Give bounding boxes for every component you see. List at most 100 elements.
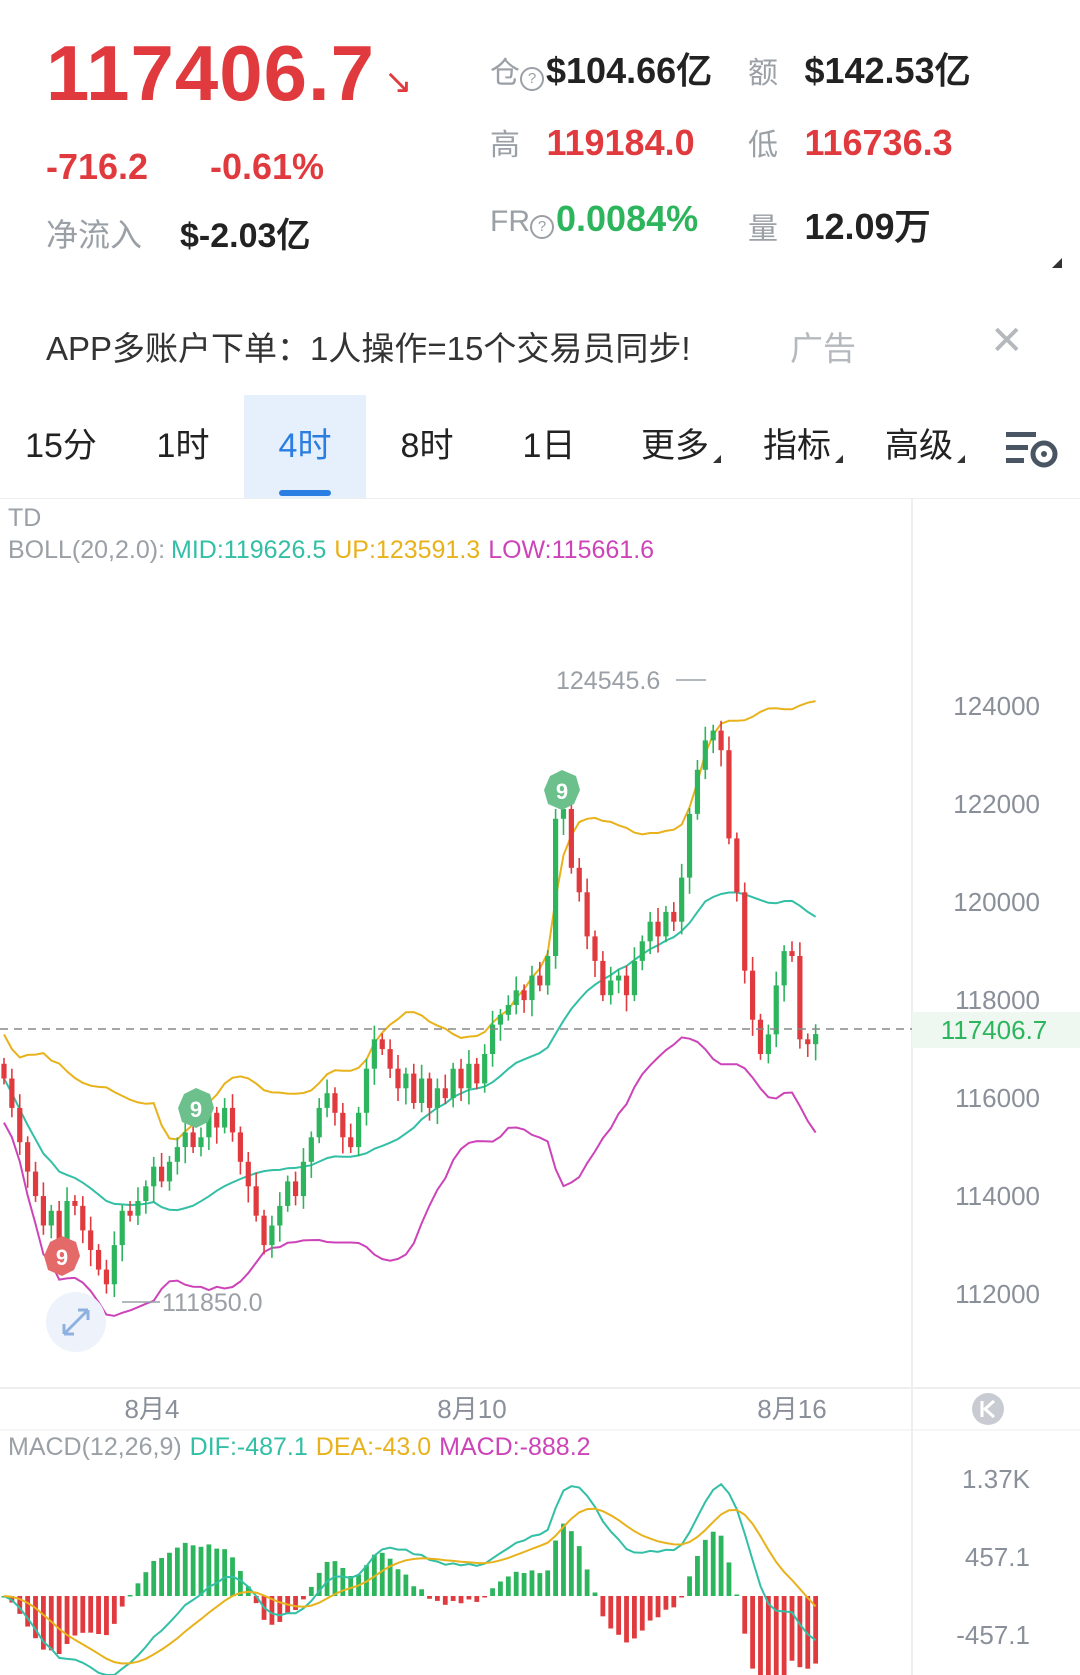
tab-more[interactable]: 更多	[620, 395, 742, 498]
boll-upper-line	[3, 700, 816, 1141]
macd-histogram-bar	[490, 1588, 495, 1596]
tab-4h[interactable]: 4时	[244, 395, 366, 498]
tab-1h[interactable]: 1时	[122, 395, 244, 498]
macd-dea-value: DEA:-43.0	[316, 1433, 431, 1461]
chart-grid	[0, 499, 1080, 1675]
macd-histogram-bar	[624, 1596, 629, 1643]
help-icon[interactable]: ?	[520, 66, 544, 91]
expand-stats-icon[interactable]	[1052, 258, 1062, 268]
candle-body	[214, 1112, 220, 1128]
tab-1d[interactable]: 1日	[488, 395, 610, 498]
macd-value: MACD:-888.2	[439, 1433, 590, 1461]
td-marker-text: 9	[556, 779, 568, 804]
min-price-label: 111850.0	[162, 1289, 263, 1317]
macd-histogram-bar	[182, 1542, 188, 1596]
dropdown-caret-icon	[957, 455, 965, 463]
tab-label: 1时	[156, 427, 210, 465]
macd-label: MACD(12,26,9)	[8, 1433, 182, 1461]
candle-body	[663, 911, 669, 937]
td-label: TD	[8, 504, 41, 532]
candle-body	[466, 1063, 472, 1089]
expand-chart-icon[interactable]	[46, 1292, 106, 1352]
date-tick: 8月16	[757, 1394, 826, 1424]
open-interest-stat[interactable]: 仓? $104.66亿	[490, 42, 712, 94]
td-marker: 9	[544, 770, 580, 810]
candle-body	[655, 921, 661, 937]
macd-legend: MACD(12,26,9) DIF:-487.1 DEA:-43.0 MACD:-88…	[8, 1433, 591, 1461]
candle-body	[781, 951, 787, 986]
candle-body	[277, 1205, 283, 1226]
tab-indicators[interactable]: 指标	[742, 395, 864, 498]
price-tick: 114000	[955, 1181, 1040, 1211]
boll-low-value: LOW:115661.6	[488, 536, 654, 564]
funding-rate-stat[interactable]: FR? 0.0084%	[490, 198, 698, 240]
macd-histogram-bar	[316, 1572, 322, 1596]
macd-histogram-bar	[395, 1569, 401, 1596]
date-tick: 8月10	[437, 1394, 506, 1424]
candle-body	[497, 1014, 504, 1025]
candle-body	[813, 1034, 819, 1045]
candle-body	[710, 730, 716, 741]
macd-histogram-bar	[679, 1596, 685, 1598]
last-price: 117406.7	[46, 29, 376, 117]
candle-body	[639, 941, 645, 961]
macd-histogram-bar	[403, 1574, 409, 1596]
candle-body	[340, 1112, 346, 1138]
candle-body	[553, 818, 559, 956]
candle-body	[143, 1186, 149, 1201]
macd-histogram-bar	[576, 1546, 582, 1596]
divider	[0, 498, 1080, 499]
tab-label: 4时	[278, 427, 332, 465]
candle-body	[261, 1215, 267, 1246]
scroll-to-latest-icon[interactable]	[972, 1393, 1004, 1425]
macd-histogram-bar	[545, 1570, 551, 1596]
turnover-stat: 额 $142.53亿	[748, 42, 971, 94]
candle-body	[529, 975, 535, 1001]
candle-body	[64, 1201, 70, 1241]
macd-histogram-bar	[198, 1546, 204, 1596]
candle-body	[734, 838, 740, 893]
tab-15m[interactable]: 15分	[0, 395, 122, 498]
help-icon[interactable]: ?	[530, 214, 554, 239]
macd-histogram-bar	[17, 1596, 23, 1614]
candle-body	[513, 990, 519, 1005]
candle-body	[324, 1093, 330, 1108]
candle-body	[489, 1024, 496, 1054]
macd-histogram-bar	[277, 1596, 283, 1622]
price-axis: 124000 122000 120000 118000 116000 11400…	[953, 691, 1040, 1309]
macd-histogram-bar	[600, 1596, 606, 1617]
candle-body	[805, 1039, 811, 1045]
price-tick: 122000	[953, 789, 1040, 819]
kline-chart[interactable]: TD BOLL(20,2.0): MID:119626.5 UP:123591.3 L…	[0, 499, 1080, 1675]
candle-body	[560, 809, 567, 819]
ad-banner-text[interactable]: APP多账户下单：1人操作=15个交易员同步!	[46, 330, 691, 367]
macd-histogram-bar	[135, 1583, 141, 1596]
tab-8h[interactable]: 8时	[366, 395, 488, 498]
high-value: 119184.0	[546, 122, 695, 163]
last-price-tag-text: 117406.7	[941, 1015, 1048, 1045]
macd-histogram-bar	[702, 1539, 708, 1596]
low-stat: 低 116736.3	[748, 120, 953, 164]
tab-advanced[interactable]: 高级	[864, 395, 986, 498]
candle-body	[245, 1161, 251, 1187]
macd-histogram-bar	[632, 1596, 637, 1639]
price-tick: 118000	[955, 985, 1040, 1015]
candle-body	[395, 1068, 401, 1089]
macd-histogram-bar	[561, 1523, 566, 1596]
macd-histogram-bar	[687, 1576, 692, 1596]
macd-histogram-bar	[435, 1596, 440, 1601]
macd-histogram-bar	[695, 1555, 700, 1596]
candle-body	[190, 1132, 196, 1148]
chart-settings-icon[interactable]	[992, 395, 1072, 498]
candle-body	[442, 1088, 448, 1099]
macd-histogram-bar	[88, 1596, 94, 1633]
macd-histogram-bar	[781, 1596, 787, 1675]
macd-histogram-bar	[324, 1561, 330, 1596]
candle-body	[80, 1205, 86, 1231]
close-icon[interactable]: ✕	[990, 319, 1024, 363]
price-tick: 124000	[953, 691, 1040, 721]
macd-histogram-bar	[293, 1596, 298, 1610]
macd-histogram-bar	[584, 1569, 590, 1596]
candle-body	[765, 1034, 771, 1054]
high-stat: 高 119184.0	[490, 120, 695, 164]
